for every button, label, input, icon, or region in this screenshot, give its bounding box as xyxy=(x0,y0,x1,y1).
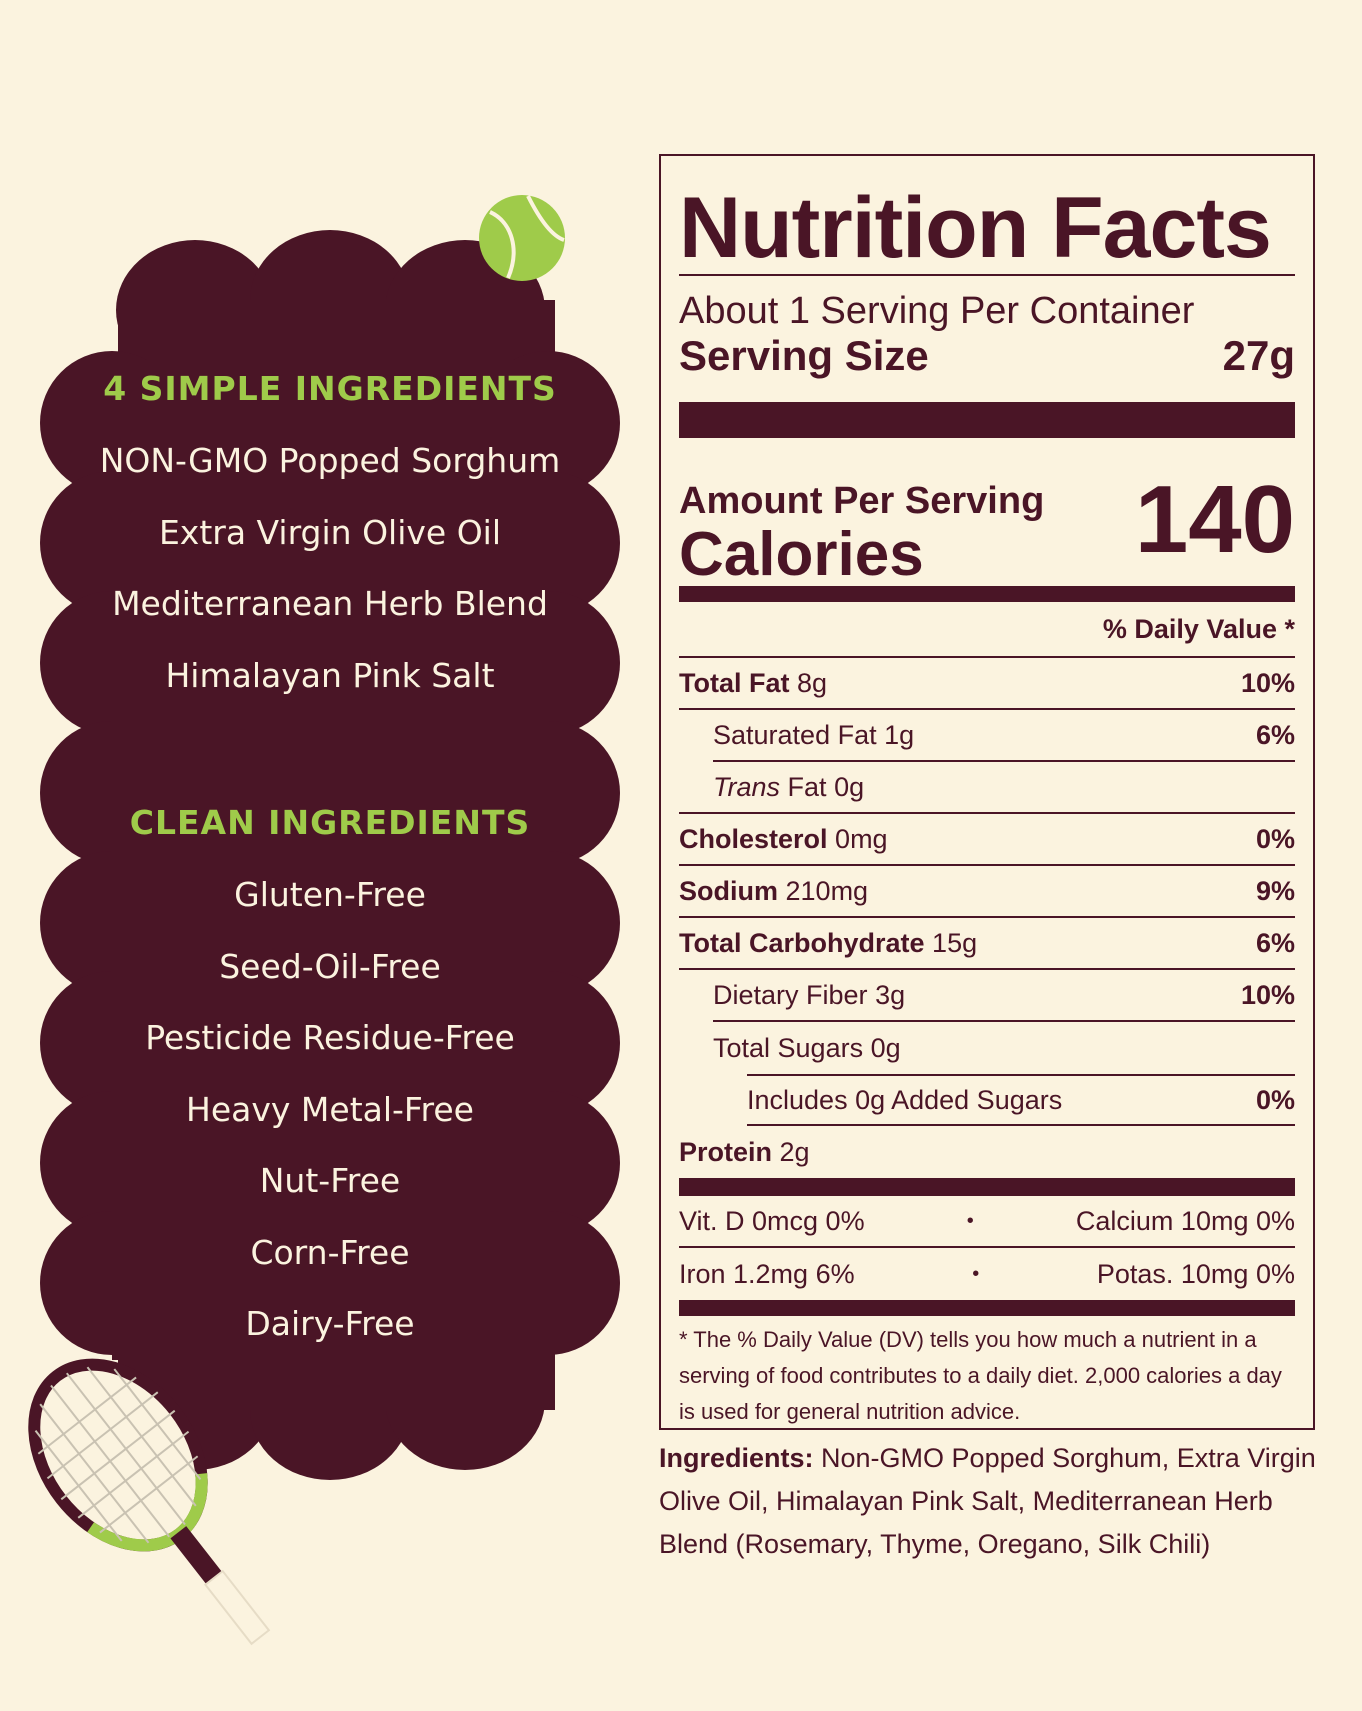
nutrient-row-sodium: Sodium 210mg 9% xyxy=(679,866,1295,918)
ingredients-label: Ingredients: xyxy=(659,1443,814,1473)
nutrient-row-total-sugars: Total Sugars 0g xyxy=(713,1032,901,1063)
ingredients-statement: Ingredients: Non-GMO Popped Sorghum, Ext… xyxy=(659,1437,1319,1566)
serving-size-value: 27g xyxy=(1222,332,1295,379)
list-item: Seed-Oil-Free xyxy=(219,946,441,986)
list-item: Mediterranean Herb Blend xyxy=(112,584,548,623)
calories-row: Amount Per Serving Calories 140 xyxy=(679,438,1295,586)
nutrient-row-cholesterol: Cholesterol 0mg 0% xyxy=(679,814,1295,866)
clean-ingredients-heading: CLEAN INGREDIENTS xyxy=(129,803,531,842)
nutrient-row-added-sugars: Includes 0g Added Sugars 0% xyxy=(747,1074,1295,1126)
daily-value-header: % Daily Value * xyxy=(679,602,1295,658)
list-item: Himalayan Pink Salt xyxy=(165,655,495,695)
clean-ingredients-list: CLEAN INGREDIENTS Gluten-Free Seed-Oil-F… xyxy=(44,787,616,1360)
nutrient-row-saturated-fat: Saturated Fat 1g 6% xyxy=(713,710,1295,762)
amount-per-serving-label: Amount Per Serving xyxy=(679,480,1045,522)
nutrient-row-protein: Protein 2g xyxy=(679,1136,810,1167)
list-item: Pesticide Residue-Free xyxy=(145,1018,515,1057)
vitamin-row: Iron 1.2mg 6% • Potas. 10mg 0% xyxy=(679,1258,1295,1289)
nutrient-row-dietary-fiber: Dietary Fiber 3g 10% xyxy=(713,970,1295,1022)
ingredients-cloud-panel xyxy=(28,195,620,1646)
tennis-racket-icon xyxy=(28,1358,271,1646)
nutrient-row-trans-fat: Trans Fat 0g xyxy=(679,762,1295,814)
nutrition-facts-title: Nutrition Facts xyxy=(679,180,1272,276)
calories-label: Calories xyxy=(679,520,924,589)
vitamin-row: Vit. D 0mcg 0% • Calcium 10mg 0% xyxy=(679,1196,1295,1248)
serving-size-row: Serving Size 27g xyxy=(679,330,1295,388)
serving-size-label: Serving Size xyxy=(679,332,929,379)
nutrient-row-total-carbohydrate: Total Carbohydrate 15g 6% xyxy=(679,918,1295,970)
simple-ingredients-list: 4 SIMPLE INGREDIENTS NON-GMO Popped Sorg… xyxy=(44,353,616,711)
daily-value-footnote: * The % Daily Value (DV) tells you how m… xyxy=(679,1327,1282,1424)
list-item: NON-GMO Popped Sorghum xyxy=(99,441,561,480)
list-item: Dairy-Free xyxy=(245,1304,415,1343)
list-item: Nut-Free xyxy=(259,1161,401,1200)
ingredients-text: Non-GMO Popped Sorghum, Extra Virgin Oli… xyxy=(659,1443,1316,1559)
nutrition-facts-panel: Nutrition Facts About 1 Serving Per Cont… xyxy=(659,154,1315,1430)
list-item: Corn-Free xyxy=(250,1232,410,1272)
list-item: Gluten-Free xyxy=(234,875,426,914)
list-item: Heavy Metal-Free xyxy=(186,1089,474,1129)
list-item: Extra Virgin Olive Oil xyxy=(158,512,502,552)
nutrient-row-total-fat: Total Fat 8g 10% xyxy=(679,658,1295,710)
calories-value: 140 xyxy=(1134,466,1295,573)
simple-ingredients-heading: 4 SIMPLE INGREDIENTS xyxy=(103,369,557,408)
tennis-ball-icon xyxy=(479,195,565,281)
servings-per-container: About 1 Serving Per Container xyxy=(679,290,1195,332)
